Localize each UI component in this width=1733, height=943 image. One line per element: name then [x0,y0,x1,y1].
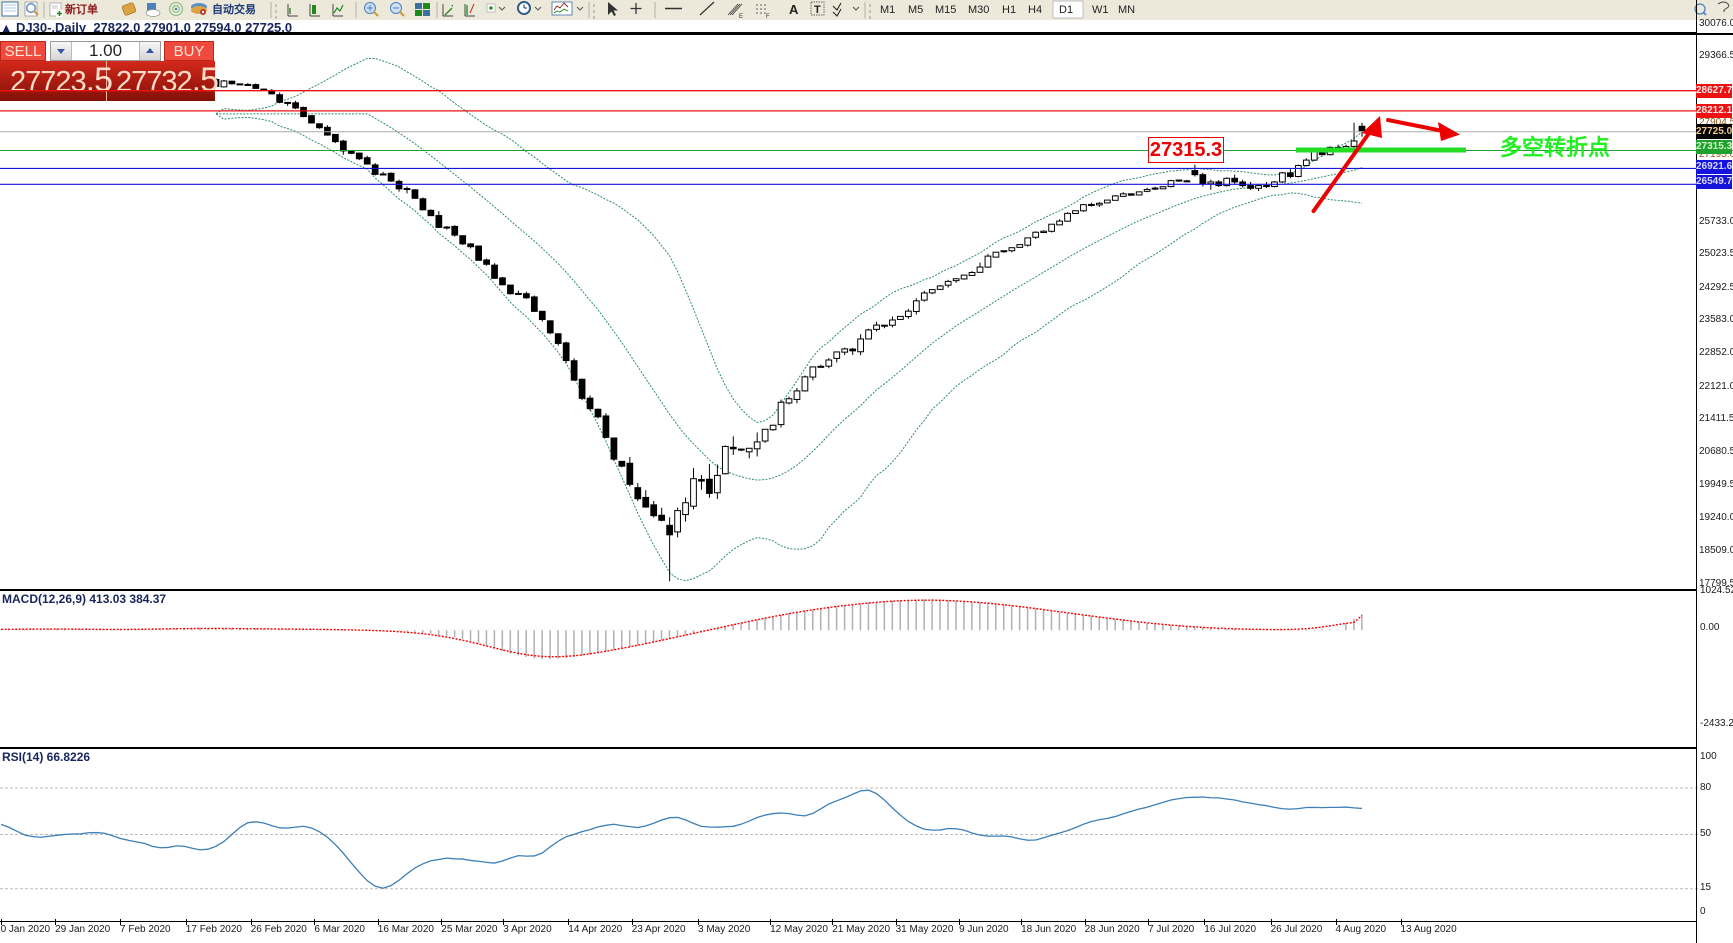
svg-text:多空转折点: 多空转折点 [1500,135,1610,160]
